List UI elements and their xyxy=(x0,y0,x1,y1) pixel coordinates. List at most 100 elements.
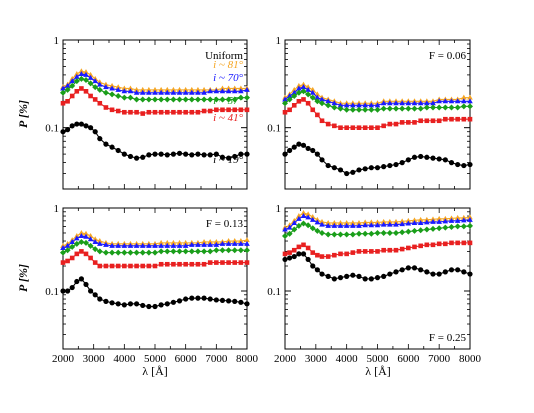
data-point xyxy=(399,159,405,166)
data-point xyxy=(189,89,195,95)
data-point xyxy=(145,249,152,256)
data-point xyxy=(282,109,288,115)
data-point xyxy=(461,240,467,246)
data-point xyxy=(74,121,80,127)
data-point xyxy=(305,211,311,217)
data-point xyxy=(74,73,80,79)
data-point xyxy=(87,74,94,80)
data-point xyxy=(286,92,293,98)
data-point xyxy=(300,88,307,95)
data-point xyxy=(374,165,381,171)
data-point xyxy=(121,85,128,91)
data-point xyxy=(368,230,375,237)
data-point xyxy=(319,100,325,107)
data-point xyxy=(325,222,331,228)
data-point xyxy=(87,232,94,238)
x-axis-label: λ [Å] xyxy=(142,364,167,378)
data-point xyxy=(443,116,448,122)
data-point xyxy=(177,261,182,267)
data-point xyxy=(189,109,195,115)
data-point xyxy=(287,147,293,154)
data-point xyxy=(176,242,183,248)
data-point xyxy=(368,219,375,225)
data-point xyxy=(69,78,75,84)
data-point xyxy=(201,261,207,267)
data-point xyxy=(158,86,164,92)
data-point xyxy=(430,118,436,124)
data-point xyxy=(381,247,386,253)
data-point xyxy=(305,100,311,106)
data-point xyxy=(291,226,298,233)
data-point xyxy=(152,249,158,256)
data-point xyxy=(411,100,418,106)
data-point xyxy=(287,107,292,113)
data-point xyxy=(405,265,411,271)
data-point xyxy=(331,276,337,282)
data-point xyxy=(207,96,214,103)
data-point xyxy=(356,249,362,254)
data-point xyxy=(97,263,103,269)
data-point xyxy=(146,152,152,158)
data-point xyxy=(443,241,448,247)
data-point xyxy=(133,249,140,256)
data-point xyxy=(436,218,442,224)
x-tick-label: 5000 xyxy=(367,353,390,365)
data-point xyxy=(309,86,316,92)
x-tick-label: 3000 xyxy=(83,353,106,365)
data-point xyxy=(127,301,134,307)
data-point xyxy=(64,82,71,88)
data-point xyxy=(417,219,424,225)
data-point xyxy=(291,86,298,92)
data-point xyxy=(69,255,75,261)
data-point xyxy=(393,121,399,127)
data-point xyxy=(158,96,165,103)
data-point xyxy=(319,118,325,124)
data-point xyxy=(170,299,176,305)
data-point xyxy=(164,301,170,307)
data-point xyxy=(362,106,369,113)
data-point xyxy=(207,296,213,302)
y-tick-label: 0.1 xyxy=(267,286,281,298)
data-point xyxy=(60,288,66,294)
data-point xyxy=(430,216,436,222)
data-point xyxy=(231,96,238,103)
data-point xyxy=(188,248,195,255)
data-point xyxy=(115,301,121,307)
data-point xyxy=(60,89,66,96)
data-point xyxy=(219,85,226,91)
data-point xyxy=(176,96,183,103)
data-point xyxy=(83,69,89,75)
data-point xyxy=(314,267,320,273)
data-point xyxy=(238,238,244,244)
data-point xyxy=(424,118,430,124)
data-point xyxy=(309,216,316,222)
data-point xyxy=(139,249,146,256)
data-point xyxy=(65,127,71,133)
data-point xyxy=(83,233,89,239)
x-tick-label: 4000 xyxy=(113,353,136,365)
data-point xyxy=(158,248,165,255)
data-point xyxy=(102,89,109,96)
data-point xyxy=(88,125,94,131)
data-point xyxy=(220,260,225,265)
data-point xyxy=(60,249,66,256)
data-point xyxy=(332,252,337,258)
data-point xyxy=(152,86,158,92)
data-point xyxy=(374,219,381,225)
data-point xyxy=(405,105,412,112)
data-point xyxy=(219,88,226,94)
data-point xyxy=(350,222,356,228)
data-point xyxy=(182,239,189,245)
data-point xyxy=(164,152,170,158)
data-point xyxy=(189,152,195,158)
data-point xyxy=(115,92,122,99)
data-point xyxy=(436,104,443,111)
data-point xyxy=(442,157,448,163)
data-point xyxy=(207,152,213,158)
data-point xyxy=(176,150,183,156)
data-point xyxy=(436,241,442,247)
data-point xyxy=(296,215,302,221)
data-point xyxy=(164,261,170,267)
data-point xyxy=(350,102,356,108)
data-point xyxy=(374,106,381,113)
